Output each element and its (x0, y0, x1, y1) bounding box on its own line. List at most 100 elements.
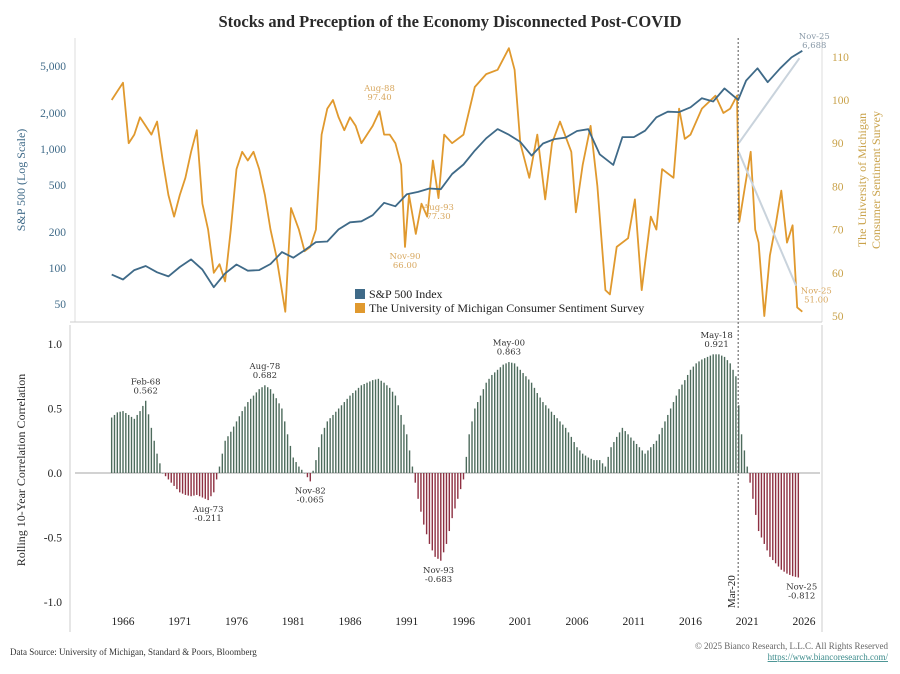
correlation-bar (599, 460, 601, 473)
correlation-bar (156, 453, 158, 473)
correlation-bar (408, 450, 411, 473)
bottom-axis-label: Rolling 10-Year Correlation Correlation (14, 374, 28, 566)
correlation-bar (689, 369, 692, 473)
correlation-bar (224, 440, 226, 473)
correlation-bar (519, 369, 521, 473)
correlation-bar (130, 416, 133, 473)
legend-swatch (355, 303, 365, 313)
correlation-bar (607, 456, 609, 473)
correlation-bar (249, 398, 252, 473)
correlation-bar (119, 411, 121, 473)
correlation-bar (363, 383, 365, 473)
correlation-bar (366, 382, 368, 473)
correlation-bar (303, 473, 306, 474)
correlation-bar (496, 369, 499, 473)
correlation-bar (230, 431, 232, 473)
correlation-bar (275, 398, 277, 473)
correlation-bar (215, 473, 218, 480)
left-tick-label: 500 (49, 180, 67, 192)
correlation-bar (757, 473, 760, 532)
correlation-bar (564, 427, 567, 473)
data-source: Data Source: University of Michigan, Sta… (10, 647, 257, 657)
correlation-bar (204, 473, 206, 499)
correlation-bar (766, 473, 768, 551)
correlation-bar (139, 411, 141, 473)
correlation-bar (337, 408, 340, 473)
correlation-bar (190, 473, 192, 497)
correlation-bar (145, 400, 147, 473)
correlation-bar (499, 367, 502, 473)
correlation-bar (164, 473, 167, 477)
correlation-bar (590, 458, 592, 473)
correlation-bar (533, 387, 536, 473)
x-tick-label: 2016 (679, 616, 702, 628)
correlation-bar (502, 364, 504, 473)
correlation-bar (425, 473, 428, 535)
correlation-bar (735, 376, 737, 473)
correlation-bar (301, 469, 303, 473)
correlation-bar (110, 417, 113, 473)
correlation-bar (459, 473, 462, 490)
correlation-bar (403, 424, 405, 473)
correlation-bar (562, 424, 564, 473)
correlation-bar (604, 466, 607, 473)
correlation-bar (491, 374, 493, 473)
correlation-bar (664, 421, 666, 473)
correlation-bar (406, 434, 408, 473)
correlation-bar (616, 436, 618, 473)
correlation-bar (712, 354, 714, 473)
correlation-bar (672, 402, 675, 473)
annotation-line: Nov-90 (390, 252, 421, 262)
annotation-line: 66.00 (393, 261, 417, 271)
annotation-label: Nov-82 -0.065 (295, 486, 326, 505)
correlation-bar (116, 412, 119, 473)
correlation-bar (127, 414, 130, 473)
correlation-bar (201, 473, 204, 498)
x-tick-label: 2011 (622, 616, 645, 628)
correlation-bar (749, 473, 751, 483)
correlation-bar (354, 390, 357, 473)
correlation-bar (505, 363, 507, 473)
left-tick-label: 50 (55, 299, 67, 311)
annotation-line: -0.683 (425, 575, 452, 585)
correlation-bar (760, 473, 763, 538)
correlation-bar (621, 427, 624, 473)
correlation-bar (743, 450, 746, 473)
correlation-bar (652, 443, 655, 473)
correlation-bar (284, 421, 286, 473)
correlation-bar (746, 466, 748, 473)
right-tick-label: 50 (832, 311, 844, 323)
correlation-bar (706, 356, 709, 473)
annotation-label: Aug-78 0.682 (249, 362, 281, 381)
correlation-bar (729, 363, 731, 473)
correlation-bar (187, 473, 189, 496)
correlation-bar (244, 406, 246, 473)
annotation-label: Feb-68 0.562 (131, 378, 161, 397)
correlation-bar (235, 421, 238, 473)
correlation-bar (786, 473, 788, 574)
website-link[interactable]: https://www.biancoresearch.com/ (768, 652, 889, 662)
correlation-bar (488, 378, 490, 473)
correlation-bar (508, 362, 510, 473)
correlation-bar (482, 389, 485, 473)
correlation-bar (726, 360, 729, 473)
correlation-bar (650, 447, 652, 473)
y-tick-label: -0.5 (44, 533, 62, 545)
y-tick-label: 0.5 (48, 404, 63, 416)
correlation-bar (218, 466, 221, 473)
correlation-bar (550, 411, 553, 473)
correlation-bar (389, 387, 391, 473)
correlation-bar (567, 432, 570, 473)
chart-title: Stocks and Preception of the Economy Dis… (218, 12, 681, 31)
correlation-bar (360, 385, 363, 473)
correlation-bar (479, 395, 482, 473)
correlation-bar (264, 385, 266, 473)
annotation-label: Nov-25 -0.812 (786, 583, 817, 602)
correlation-bar (698, 361, 700, 473)
correlation-bar (471, 421, 473, 473)
correlation-bar (601, 463, 604, 473)
annotation-line: Aug-93 (422, 203, 454, 213)
correlation-bar (179, 473, 181, 493)
correlation-bar (783, 473, 785, 572)
correlation-bar (655, 440, 658, 473)
